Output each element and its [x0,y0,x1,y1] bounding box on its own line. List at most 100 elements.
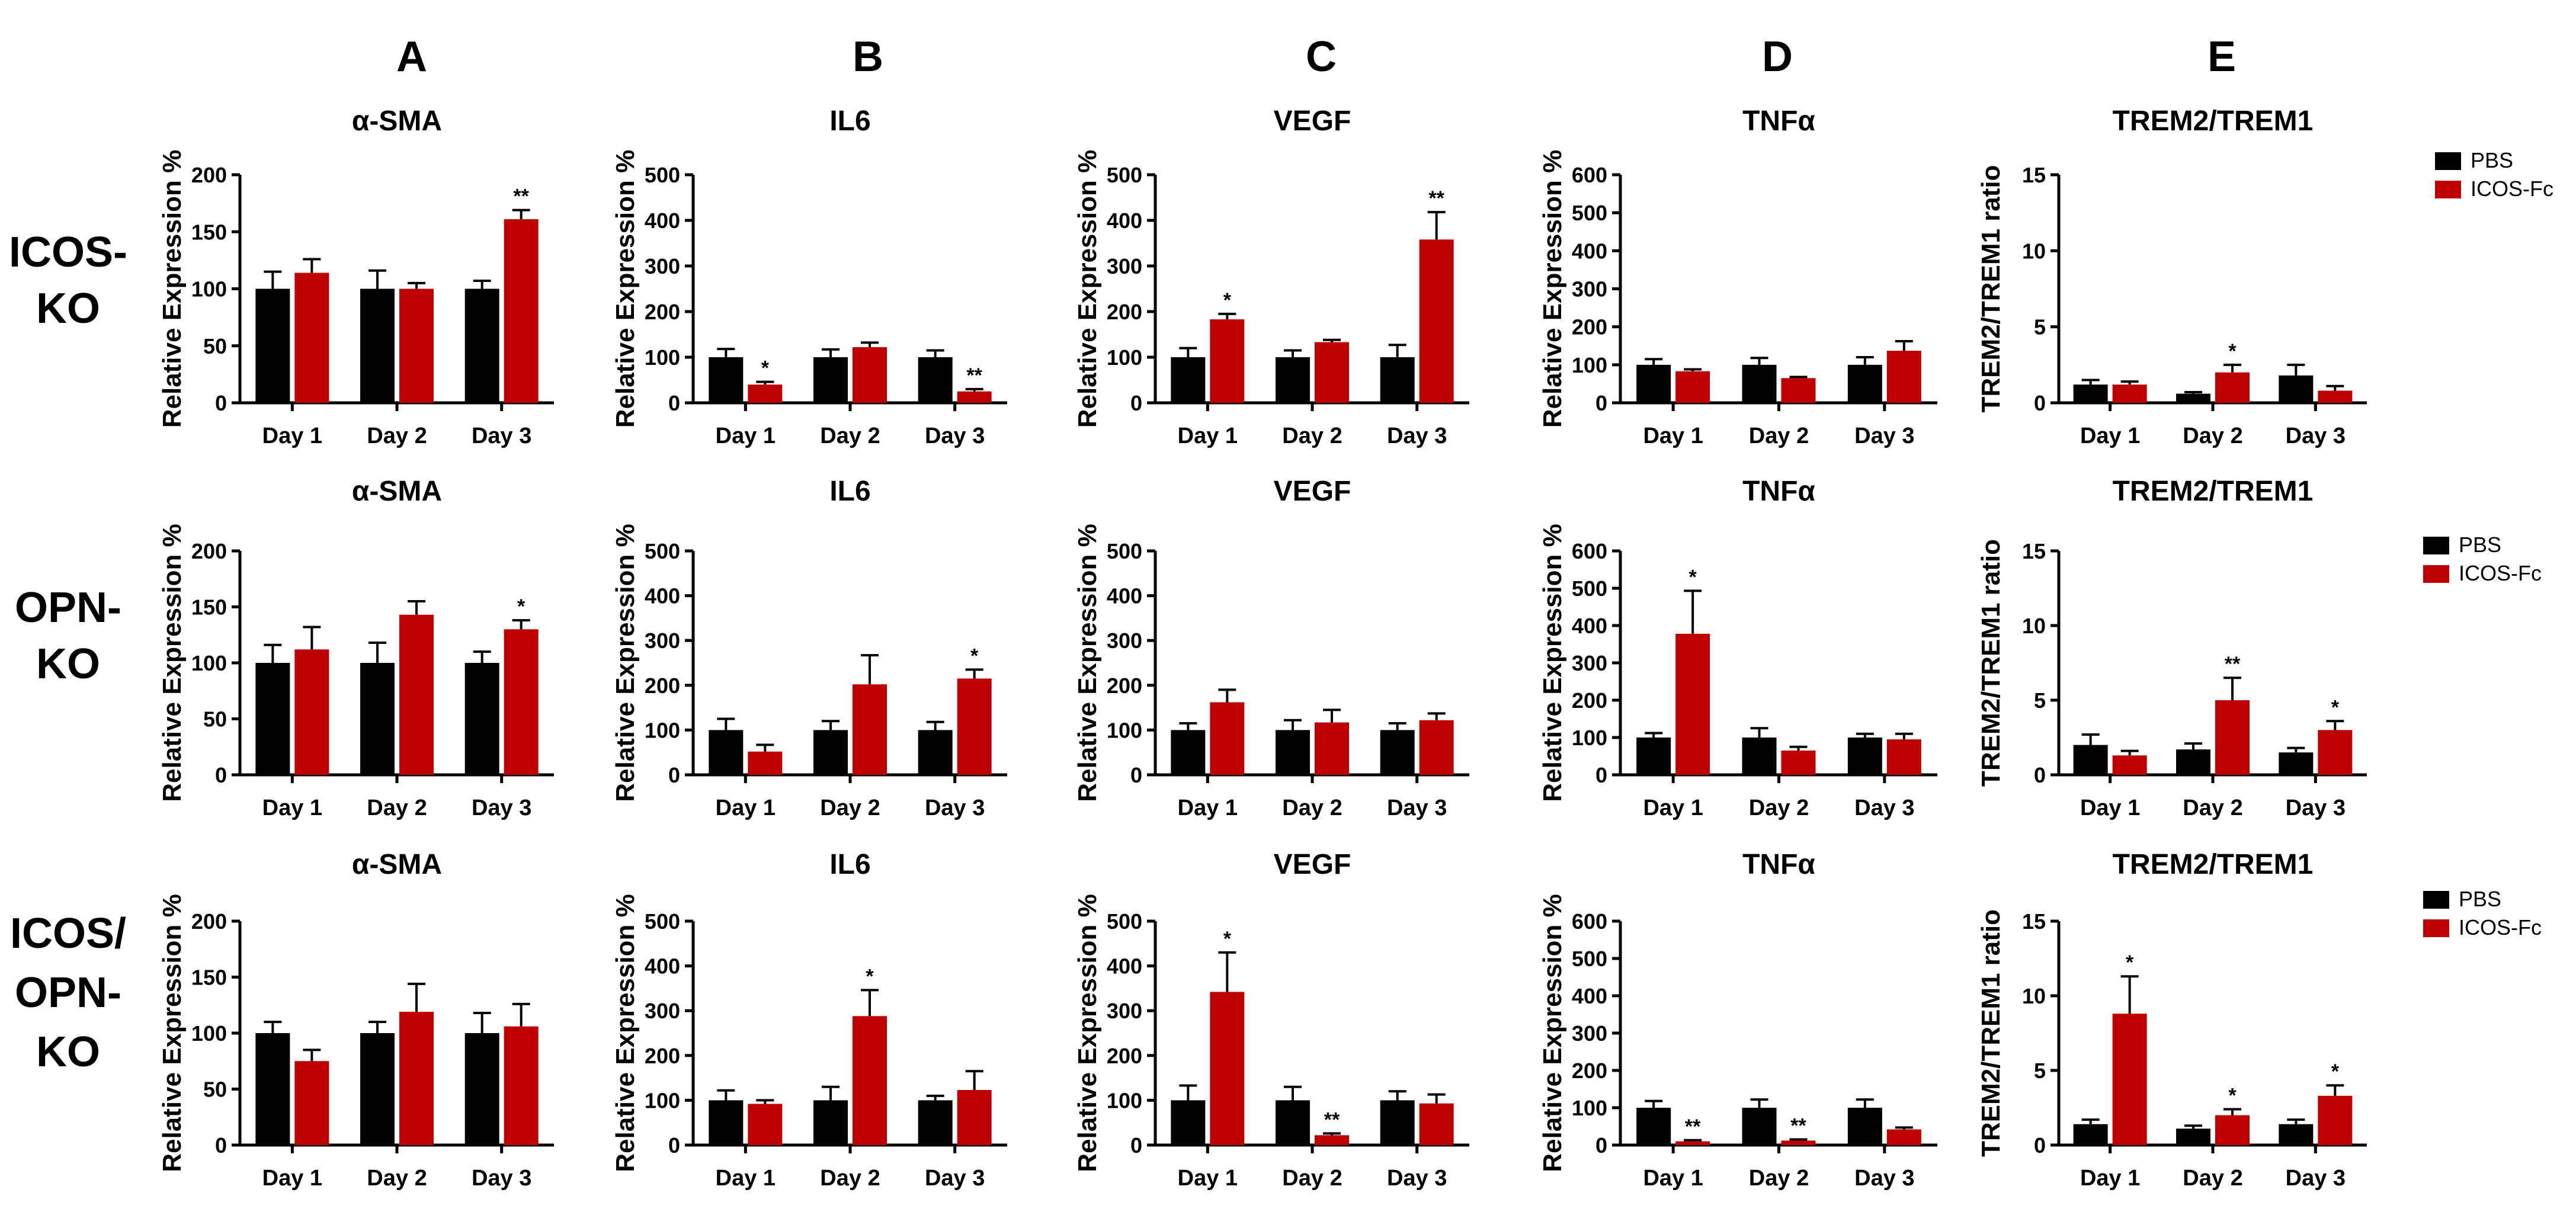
x-category-label: Day 2 [367,796,427,820]
y-axis-label: Relative Expression % [1073,894,1102,1172]
x-category-label: Day 3 [1387,1166,1447,1191]
row-label-2-line-0: ICOS/ [10,910,126,957]
bar-pbs-day-2 [360,288,395,403]
panel-title: IL6 [829,105,870,137]
y-tick-label: 200 [1572,1059,1607,1083]
bar-pbs-day-2 [2176,393,2210,403]
y-tick-label: 0 [1595,391,1607,415]
panel-r2-c: VEGF Relative Expression % 0 100 200 300 400 50… [1073,476,1469,820]
y-axis-label: TREM2/TREM1 ratio [1976,909,2005,1157]
bar-pbs-day-3 [464,288,499,403]
y-axis-label: Relative Expression % [158,894,187,1172]
bar-pbs-day-3 [918,730,953,775]
x-category-label: Day 3 [2286,796,2346,820]
y-tick-label: 100 [645,1088,680,1112]
y-tick-label: 0 [1130,763,1142,787]
bar-pbs-day-2 [1276,730,1310,775]
panel-title: TREM2/TREM1 [2113,476,2314,507]
y-tick-label: 150 [191,966,227,990]
panel-title: TREM2/TREM1 [2113,105,2314,137]
bar-pbs-day-3 [1847,738,1882,775]
panel-title: IL6 [829,476,870,507]
y-tick-label: 400 [645,209,680,233]
y-tick-label: 400 [645,954,680,979]
bar-icos-fc-day-1 [748,1104,783,1145]
y-tick-label: 500 [1107,163,1142,187]
x-category-label: Day 2 [820,1166,880,1191]
x-category-label: Day 3 [472,424,531,448]
y-tick-label: 500 [1572,201,1607,225]
bar-icos-fc-day-2 [853,347,887,403]
significance-marker: ** [1685,1115,1701,1138]
panel-title: α-SMA [352,105,442,137]
y-axis-label: Relative Expression % [611,524,640,802]
y-axis-label: Relative Expression % [1538,524,1567,802]
panel-r2-d: TNFα Relative Expression % 0 100 200 300 400 50… [1538,476,1937,820]
bar-pbs-day-3 [1380,357,1415,403]
y-tick-label: 500 [645,539,680,563]
x-category-label: Day 1 [716,424,776,448]
bar-icos-fc-day-2 [853,1016,887,1145]
bar-icos-fc-day-1 [1675,633,1710,775]
y-tick-label: 150 [191,595,227,620]
x-category-label: Day 2 [1282,1166,1342,1191]
significance-marker: ** [2225,653,2241,675]
bar-icos-fc-day-2 [1315,722,1349,775]
y-tick-label: 0 [215,1133,227,1158]
bar-icos-fc-day-1 [2112,384,2147,403]
bar-icos-fc-day-2 [1315,342,1349,403]
y-tick-label: 0 [2034,391,2046,415]
bar-icos-fc-day-3 [957,678,992,775]
bar-pbs-day-1 [255,288,290,403]
panel-title: VEGF [1274,105,1351,137]
x-category-label: Day 3 [1854,796,1914,820]
y-tick-label: 0 [1595,763,1607,787]
x-category-label: Day 3 [2286,1166,2346,1191]
y-tick-label: 600 [1572,539,1607,563]
legend-swatch-pbs [2435,152,2461,170]
y-tick-label: 200 [1107,1044,1142,1068]
bar-icos-fc-day-3 [1419,239,1454,403]
y-tick-label: 100 [191,1021,227,1046]
significance-marker: * [866,965,874,987]
significance-marker: * [2331,1060,2340,1083]
y-tick-label: 300 [1572,651,1607,675]
y-tick-label: 200 [191,909,227,934]
panel-r1-b: IL6 Relative Expression % 0 100 200 300 400 500… [611,105,1007,448]
bar-icos-fc-day-3 [504,1026,539,1145]
y-tick-label: 200 [1107,300,1142,324]
y-tick-label: 100 [1107,718,1142,742]
bar-icos-fc-day-3 [1886,351,1921,403]
bar-icos-fc-day-1 [1210,319,1245,403]
bar-pbs-day-3 [464,1033,499,1145]
column-letter-d: D [1762,33,1793,81]
x-category-label: Day 2 [1282,796,1342,820]
x-category-label: Day 3 [1387,796,1447,820]
legend-swatch-icos-fc [2423,919,2449,937]
y-tick-label: 0 [215,763,227,787]
bar-icos-fc-day-3 [2318,730,2353,775]
y-tick-label: 600 [1572,163,1607,187]
panel-r3-d: TNFα Relative Expression % 0 100 200 300 400 50… [1538,849,1937,1191]
legend-label-pbs: PBS [2471,148,2513,172]
y-tick-label: 200 [1572,688,1607,713]
y-axis-label: Relative Expression % [1538,894,1567,1172]
bar-icos-fc-day-3 [1419,1103,1454,1145]
bar-pbs-day-1 [2073,384,2108,403]
y-tick-label: 200 [1572,315,1607,339]
y-tick-label: 400 [1572,239,1607,263]
y-tick-label: 300 [645,254,680,278]
y-tick-label: 100 [191,651,227,675]
bar-pbs-day-2 [2176,749,2210,775]
y-tick-label: 500 [1572,947,1607,971]
panel-title: TREM2/TREM1 [2113,849,2314,880]
x-category-label: Day 1 [1178,796,1238,820]
y-tick-label: 200 [191,163,227,187]
panel-title: TNFα [1742,105,1815,137]
y-axis-label: Relative Expression % [1073,524,1102,802]
x-category-label: Day 3 [925,424,985,448]
bar-icos-fc-day-1 [748,384,783,403]
legend-row-1: PBS ICOS-Fc [2435,148,2553,201]
y-tick-label: 100 [1572,726,1607,750]
